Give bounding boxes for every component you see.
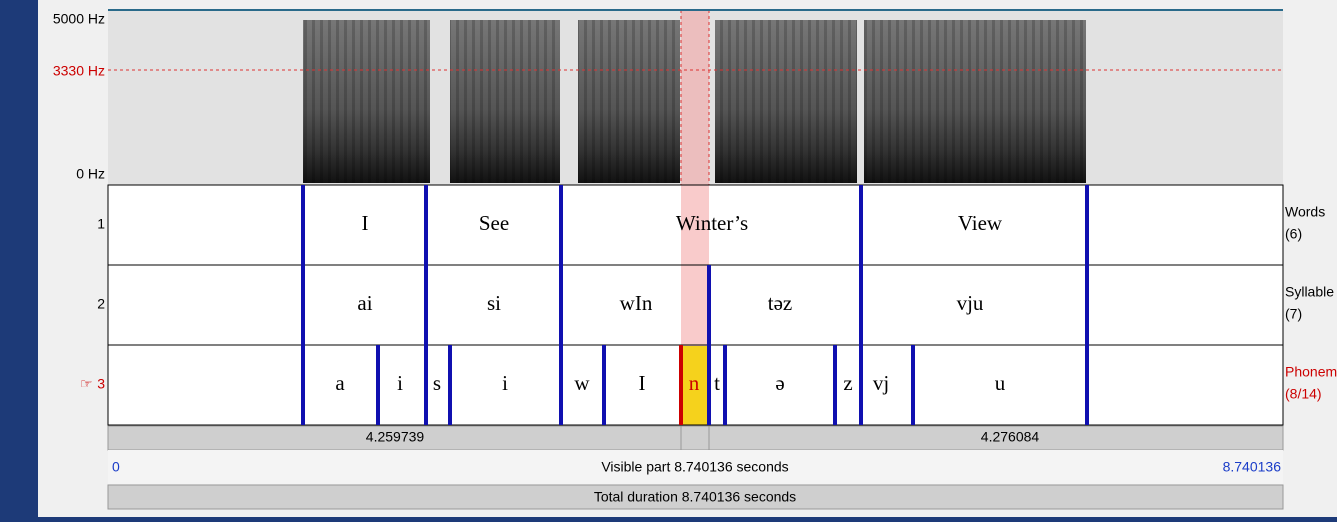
total-label: Total duration 8.740136 seconds <box>594 489 796 505</box>
page: 5000 Hz 3330 Hz 0 Hz 4.259739 4.276084 0… <box>0 0 1337 517</box>
interval-label: u <box>995 371 1006 395</box>
interval-label: I <box>639 371 646 395</box>
tier-number: 1 <box>97 216 105 232</box>
freq-label: 5000 Hz <box>53 11 105 27</box>
speech-texture <box>303 20 430 183</box>
interval-label: vju <box>957 291 984 315</box>
visible-end: 8.740136 <box>1223 459 1282 475</box>
interval-label: i <box>397 371 403 395</box>
interval-label: n <box>689 371 700 395</box>
interval-label: si <box>487 291 501 315</box>
interval-label: a <box>335 371 345 395</box>
tier-number: 2 <box>97 296 105 312</box>
visible-start: 0 <box>112 459 120 475</box>
visible-label: Visible part 8.740136 seconds <box>601 459 788 475</box>
interval-label: t <box>714 371 720 395</box>
tier-name: Phonem <box>1285 364 1337 380</box>
interval-label: ai <box>357 291 372 315</box>
praat-window: 5000 Hz 3330 Hz 0 Hz 4.259739 4.276084 0… <box>0 0 1337 517</box>
speech-texture <box>578 20 680 183</box>
speech-texture <box>864 20 1086 183</box>
interval-label: vj <box>873 371 889 395</box>
interval-label: I <box>362 211 369 235</box>
freq-label: 3330 Hz <box>53 63 105 79</box>
time-label: 4.259739 <box>366 429 425 445</box>
interval-label: s <box>433 371 441 395</box>
tier-name: Words <box>1285 204 1325 220</box>
interval-label: ə <box>775 371 784 395</box>
time-label: 4.276084 <box>981 429 1040 445</box>
speech-texture <box>450 20 560 183</box>
interval-label: w <box>574 371 590 395</box>
time-cell[interactable] <box>681 426 709 450</box>
tier-count: (8/14) <box>1285 386 1322 402</box>
speech-texture <box>715 20 857 183</box>
tier-number: 3 <box>97 376 105 392</box>
tier-count: (7) <box>1285 306 1302 322</box>
tier-name: Syllable <box>1285 284 1334 300</box>
interval-label: View <box>958 211 1003 235</box>
tier-icon: ☞ <box>80 376 93 392</box>
interval-label: z <box>843 371 852 395</box>
interval-label: wIn <box>620 291 653 315</box>
interval-label: təz <box>768 291 792 315</box>
interval-label: Winter’s <box>676 211 748 235</box>
interval-label: See <box>479 211 509 235</box>
interval-label: i <box>502 371 508 395</box>
tier-count: (6) <box>1285 226 1302 242</box>
freq-label: 0 Hz <box>76 166 105 182</box>
